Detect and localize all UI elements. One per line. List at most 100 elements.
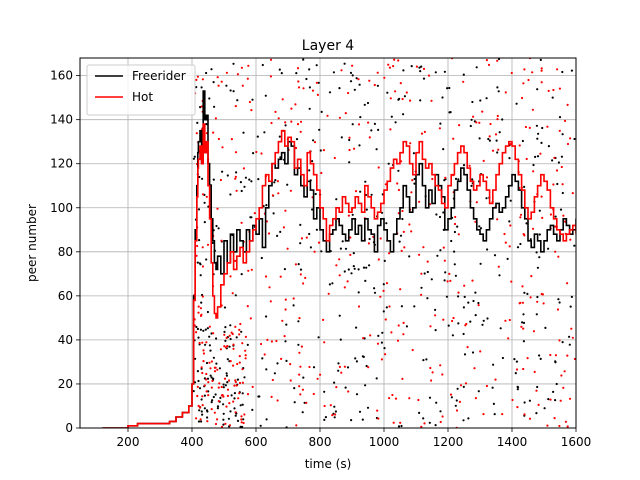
- hot-dot: [504, 319, 507, 322]
- hot-dot: [348, 148, 351, 152]
- hot-dot: [418, 200, 421, 203]
- hot-dot: [441, 415, 444, 418]
- hot-dot: [209, 367, 212, 370]
- freerider-dot: [373, 291, 377, 294]
- hot-dot: [320, 171, 323, 175]
- freerider-dot: [273, 372, 276, 375]
- freerider-dot: [539, 58, 542, 62]
- x-tick-label: 400: [181, 435, 204, 449]
- freerider-dot: [203, 394, 206, 397]
- hot-dot: [388, 66, 391, 69]
- freerider-dot: [539, 357, 542, 360]
- freerider-dot: [332, 71, 335, 74]
- freerider-dot: [200, 301, 203, 304]
- freerider-dot: [491, 386, 494, 389]
- hot-dot: [238, 361, 241, 364]
- hot-dot: [387, 63, 390, 66]
- hot-dot: [439, 420, 442, 424]
- freerider-dot: [573, 244, 576, 247]
- freerider-dot: [241, 403, 244, 406]
- freerider-dot: [498, 274, 501, 277]
- hot-dot: [267, 232, 271, 235]
- hot-dot: [241, 368, 244, 371]
- hot-dot: [224, 346, 228, 349]
- freerider-dot: [428, 396, 432, 399]
- hot-dot: [229, 360, 232, 363]
- hot-dot: [441, 373, 444, 376]
- freerider-dot: [358, 144, 361, 147]
- hot-dot: [405, 91, 408, 94]
- hot-dot: [298, 317, 301, 320]
- x-tick-label: 1200: [433, 435, 464, 449]
- freerider-dot: [200, 410, 203, 413]
- x-tick-label: 800: [309, 435, 332, 449]
- freerider-dot: [488, 139, 491, 142]
- hot-dot: [411, 179, 414, 182]
- freerider-dot: [230, 394, 233, 397]
- hot-dot: [232, 347, 235, 350]
- freerider-dot: [398, 97, 401, 100]
- hot-dot: [566, 103, 569, 106]
- freerider-dot: [201, 177, 204, 180]
- freerider-dot: [201, 413, 204, 416]
- hot-dot: [560, 374, 563, 377]
- freerider-dot: [430, 278, 433, 281]
- hot-dot: [507, 337, 510, 340]
- hot-dot: [226, 388, 230, 391]
- hot-dot: [411, 348, 414, 352]
- freerider-dot: [402, 113, 405, 116]
- freerider-dot: [346, 366, 350, 369]
- freerider-dot: [514, 372, 517, 375]
- hot-dot: [389, 97, 392, 100]
- x-tick-label: 1400: [497, 435, 528, 449]
- hot-dot: [234, 411, 237, 414]
- hot-dot: [277, 117, 280, 120]
- freerider-dot: [212, 81, 215, 84]
- freerider-dot: [479, 262, 482, 265]
- y-tick-label: 0: [65, 421, 73, 435]
- freerider-dot: [536, 385, 539, 389]
- hot-dot: [198, 341, 201, 345]
- freerider-dot: [492, 363, 495, 366]
- freerider-dot: [373, 122, 376, 125]
- hot-dot: [331, 414, 334, 417]
- hot-dot: [205, 390, 208, 393]
- hot-dot: [229, 275, 232, 278]
- hot-dot: [338, 365, 341, 368]
- hot-dot: [431, 371, 434, 374]
- hot-dot: [423, 130, 426, 133]
- hot-dot: [488, 135, 491, 138]
- hot-dot: [354, 190, 358, 193]
- freerider-dot: [501, 118, 504, 121]
- freerider-dot: [353, 267, 356, 270]
- freerider-dot: [216, 407, 219, 410]
- hot-dot: [379, 237, 382, 240]
- hot-dot: [373, 83, 376, 87]
- freerider-dot: [192, 390, 195, 393]
- hot-dot: [207, 381, 210, 384]
- hot-dot: [240, 221, 243, 224]
- freerider-dot: [422, 417, 425, 420]
- freerider-dot: [508, 157, 511, 160]
- freerider-dot: [319, 149, 322, 152]
- freerider-dot: [199, 274, 202, 277]
- hot-dot: [246, 77, 249, 80]
- freerider-dot: [462, 306, 465, 309]
- hot-dot: [346, 280, 349, 283]
- hot-dot: [542, 302, 545, 305]
- hot-dot: [327, 292, 330, 295]
- hot-dot: [540, 69, 543, 72]
- freerider-dot: [493, 254, 497, 257]
- freerider-dot: [314, 192, 317, 196]
- hot-dot: [443, 259, 446, 262]
- freerider-dot: [260, 256, 263, 260]
- hot-dot: [226, 344, 229, 348]
- freerider-dot: [538, 233, 541, 236]
- freerider-dot: [376, 84, 379, 87]
- hot-dot: [223, 345, 226, 348]
- hot-dot: [241, 342, 244, 345]
- freerider-dot: [320, 250, 323, 253]
- freerider-dot: [226, 381, 229, 384]
- freerider-dot: [250, 216, 253, 219]
- hot-dot: [533, 370, 536, 373]
